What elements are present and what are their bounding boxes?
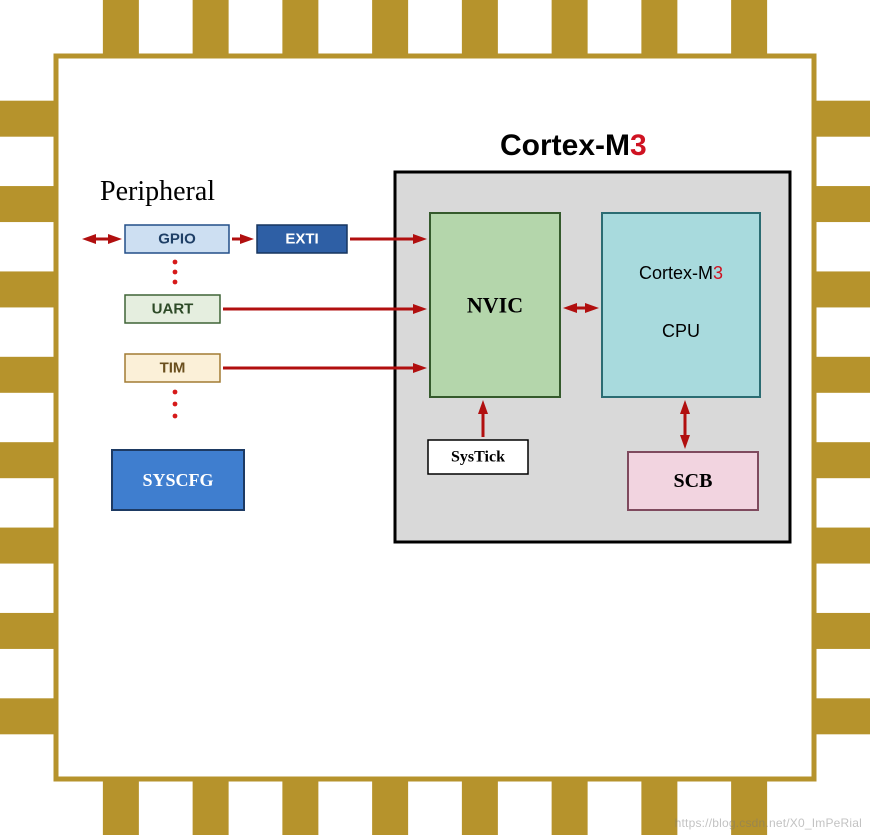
chip-pin-bottom-4 <box>462 779 498 835</box>
dots-lower-dot-2 <box>173 414 178 419</box>
chip-pin-top-4 <box>462 0 498 56</box>
block-gpio-label: GPIO <box>158 231 196 248</box>
chip-pin-left-2 <box>0 271 56 307</box>
chip-pin-right-7 <box>814 698 870 734</box>
dots-upper-dot-2 <box>173 280 178 285</box>
chip-pin-right-1 <box>814 186 870 222</box>
block-uart-label: UART <box>152 301 194 318</box>
chip-pin-top-5 <box>552 0 588 56</box>
chip-pin-right-2 <box>814 271 870 307</box>
chip-pin-left-4 <box>0 442 56 478</box>
chip-pin-top-6 <box>641 0 677 56</box>
chip-pin-bottom-1 <box>193 779 229 835</box>
block-cpu <box>602 213 760 397</box>
chip-pin-top-3 <box>372 0 408 56</box>
chip-pin-bottom-5 <box>552 779 588 835</box>
chip-pin-top-0 <box>103 0 139 56</box>
dots-upper-dot-1 <box>173 270 178 275</box>
chip-pin-top-1 <box>193 0 229 56</box>
watermark-text: https://blog.csdn.net/X0_ImPeRial <box>675 816 862 830</box>
block-scb-label: SCB <box>674 470 713 492</box>
chip-pin-left-7 <box>0 698 56 734</box>
chip-pin-bottom-6 <box>641 779 677 835</box>
dots-lower-dot-0 <box>173 390 178 395</box>
chip-pin-left-0 <box>0 101 56 137</box>
dots-upper-dot-0 <box>173 260 178 265</box>
chip-pin-bottom-0 <box>103 779 139 835</box>
block-nvic-label: NVIC <box>467 293 523 318</box>
chip-pin-right-0 <box>814 101 870 137</box>
label-cortex-title: Cortex-M3 <box>500 129 647 162</box>
chip-pin-bottom-3 <box>372 779 408 835</box>
cpu-line2: CPU <box>662 321 700 341</box>
block-exti-label: EXTI <box>285 231 318 248</box>
chip-pin-top-2 <box>282 0 318 56</box>
chip-pin-left-6 <box>0 613 56 649</box>
chip-pin-left-1 <box>0 186 56 222</box>
chip-pin-top-7 <box>731 0 767 56</box>
chip-pin-bottom-2 <box>282 779 318 835</box>
chip-pin-left-3 <box>0 357 56 393</box>
chip-pin-right-3 <box>814 357 870 393</box>
chip-pin-left-5 <box>0 528 56 564</box>
chip-pin-right-4 <box>814 442 870 478</box>
block-systick-label: SysTick <box>451 449 505 466</box>
label-peripheral: Peripheral <box>100 176 215 207</box>
dots-lower-dot-1 <box>173 402 178 407</box>
chip-pin-right-5 <box>814 528 870 564</box>
cpu-line1: Cortex-M3 <box>639 263 723 283</box>
block-syscfg-label: SYSCFG <box>142 470 213 490</box>
chip-pin-right-6 <box>814 613 870 649</box>
block-tim-label: TIM <box>160 360 186 377</box>
